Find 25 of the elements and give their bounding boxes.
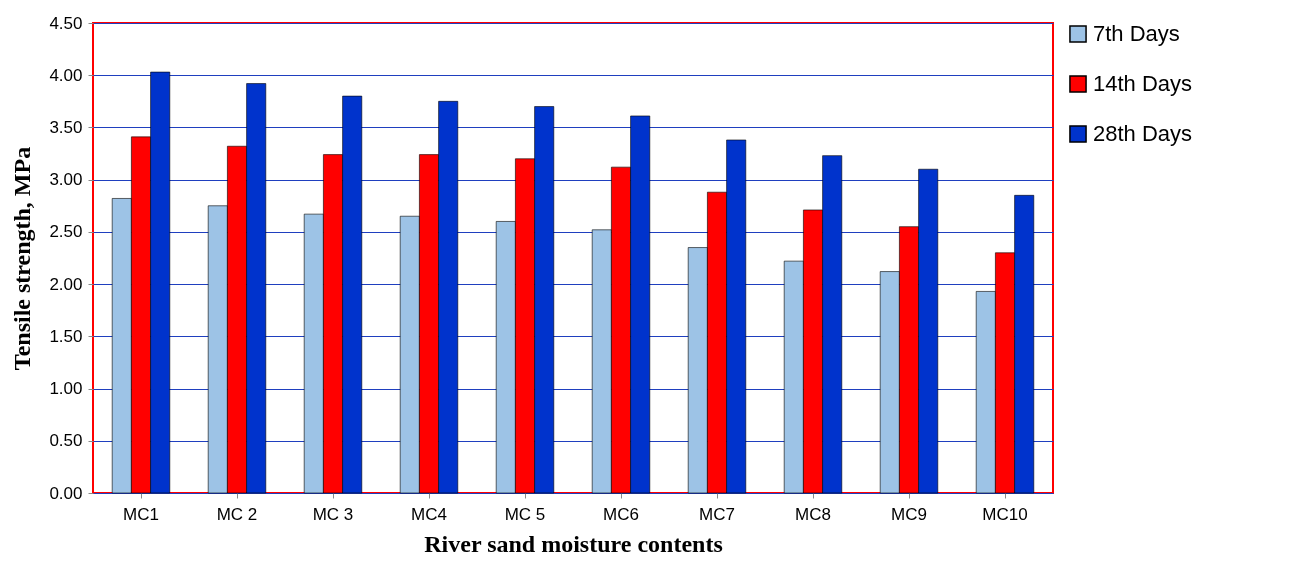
legend-label: 14th Days (1093, 71, 1193, 96)
x-tick-label: MC9 (891, 504, 927, 524)
x-tick-label: MC7 (699, 504, 735, 524)
y-tick-label: 2.50 (49, 222, 83, 242)
x-tick-label: MC1 (123, 504, 159, 524)
x-tick-label: MC10 (982, 504, 1028, 524)
x-tick-label: MC 2 (216, 504, 258, 524)
x-tick-label: MC 3 (312, 504, 354, 524)
x-tick-label: MC 5 (504, 504, 546, 524)
y-axis-title: Tensile strength, MPa (9, 146, 36, 371)
x-tick-label: MC8 (795, 504, 831, 524)
y-tick-label: 0.00 (49, 483, 83, 503)
x-tick-label: MC6 (603, 504, 639, 524)
y-tick-label: 4.50 (49, 13, 83, 33)
y-tick-label: 3.50 (49, 117, 83, 137)
y-tick-label: 0.50 (49, 431, 83, 451)
x-axis-title: River sand moisture contents (424, 530, 723, 557)
y-tick-label: 3.00 (49, 170, 83, 190)
x-tick-label: MC4 (411, 504, 447, 524)
legend-label: 7th Days (1093, 21, 1180, 46)
y-tick-label: 1.50 (49, 326, 83, 346)
y-tick-label: 4.00 (49, 65, 83, 85)
y-tick-label: 2.00 (49, 274, 83, 294)
y-tick-label: 1.00 (49, 379, 83, 399)
legend-label: 28th Days (1093, 121, 1193, 146)
